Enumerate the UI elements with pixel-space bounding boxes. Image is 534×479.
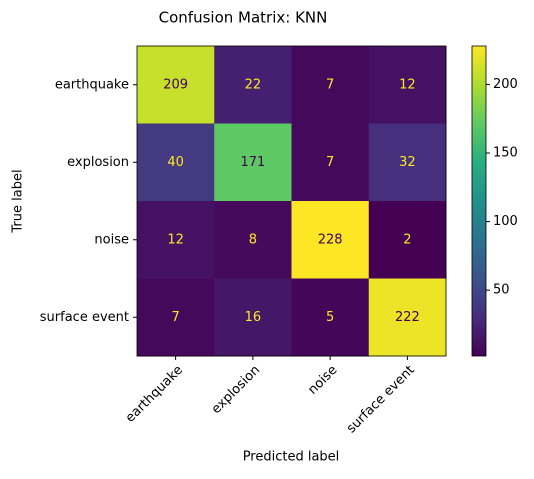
cell-label: 222: [395, 310, 420, 325]
heatmap-cell: [291, 278, 370, 357]
x-tick-label: earthquake: [123, 363, 186, 426]
y-tick-label: explosion: [67, 155, 129, 170]
heatmap-cell: [368, 123, 447, 202]
cell-label: 7: [326, 155, 334, 170]
heatmap-cell: [137, 201, 215, 279]
x-tick-label: noise: [305, 363, 340, 398]
heatmap-cell: [368, 278, 447, 357]
colorbar-tick-label: 50: [493, 283, 510, 298]
cell-label: 12: [399, 77, 416, 92]
cell-label: 12: [167, 232, 184, 247]
cell-label: 2: [403, 232, 411, 247]
plot-frame: [136, 45, 447, 357]
heatmap-cell: [214, 278, 292, 357]
cell-label: 22: [245, 77, 262, 92]
y-tick-label: surface event: [40, 310, 129, 325]
heatmap-cell: [368, 46, 447, 124]
colorbar-tick-label: 100: [493, 214, 518, 229]
cell-label: 7: [171, 310, 179, 325]
cell-label: 32: [399, 155, 416, 170]
colorbar: [471, 45, 487, 357]
y-axis-label: True label: [11, 169, 26, 233]
cell-label: 40: [167, 155, 184, 170]
x-axis-label: Predicted label: [243, 450, 340, 465]
x-tick-label: explosion: [209, 363, 263, 417]
colorbar-tick-label: 200: [493, 77, 518, 92]
heatmap-cell: [214, 123, 292, 202]
x-tick-label: surface event: [344, 363, 418, 437]
cell-label: 228: [318, 232, 343, 247]
heatmap-cell: [291, 46, 370, 124]
heatmap-cell: [214, 201, 292, 279]
cell-label: 8: [249, 232, 257, 247]
heatmap-cell: [214, 46, 292, 124]
heatmap-cell: [291, 201, 370, 279]
chart-title: Confusion Matrix: KNN: [159, 9, 328, 27]
y-tick-label: earthquake: [55, 77, 129, 92]
y-tick-label: noise: [94, 232, 129, 247]
cell-label: 171: [240, 155, 265, 170]
cell-label: 16: [245, 310, 262, 325]
cell-label: 5: [326, 310, 334, 325]
heatmap-cell: [368, 201, 447, 279]
heatmap-cell: [291, 123, 370, 202]
heatmap-cell: [137, 123, 215, 202]
cell-label: 209: [163, 77, 188, 92]
cell-label: 7: [326, 77, 334, 92]
heatmap-cell: [137, 46, 215, 124]
colorbar-tick-label: 150: [493, 145, 518, 160]
heatmap-cell: [137, 278, 215, 357]
